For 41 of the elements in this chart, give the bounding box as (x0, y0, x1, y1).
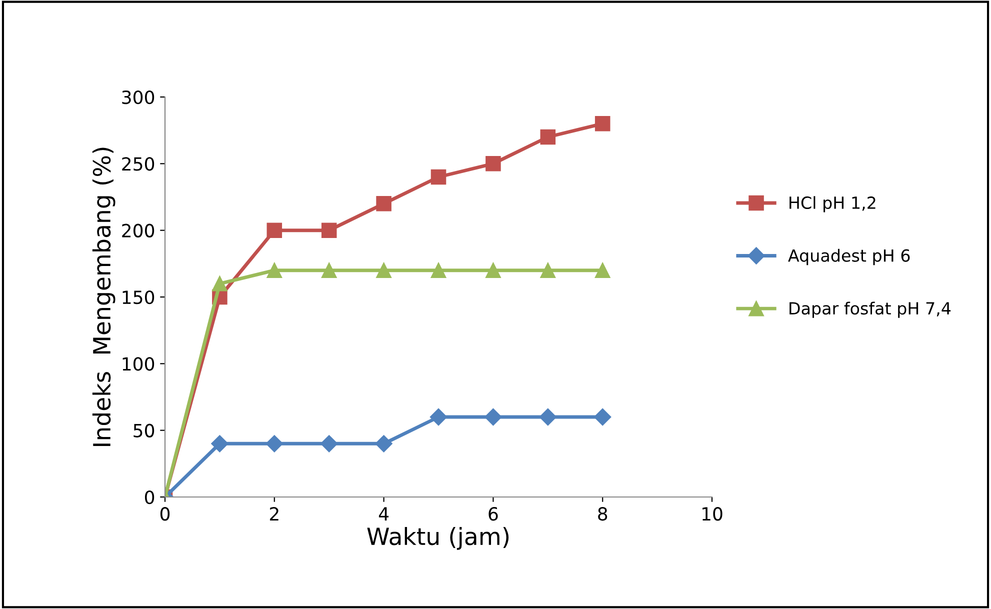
point (486, 262, 501, 278)
point (594, 262, 610, 278)
point (212, 276, 228, 292)
x-axis-title: Waktu (jam) (367, 526, 509, 550)
point (430, 169, 446, 185)
y-tick-label: 250 (122, 157, 154, 171)
legend-label: Dapar fosfat pH 7,4 (790, 302, 951, 318)
y-tick-label: 50 (134, 424, 154, 438)
point (266, 262, 282, 278)
y-tick-label: 150 (122, 290, 154, 304)
point (321, 222, 337, 238)
point (430, 408, 448, 426)
x-tick-label: 2 (270, 507, 278, 520)
point (321, 262, 337, 278)
point (266, 435, 283, 452)
point (375, 435, 392, 452)
point (320, 435, 338, 452)
point (430, 262, 446, 278)
x-tick-label: 8 (598, 507, 608, 521)
y-tick-label: 200 (122, 224, 154, 238)
point (376, 196, 392, 212)
point (376, 262, 392, 278)
point (540, 262, 556, 278)
point (594, 408, 612, 426)
point (540, 129, 556, 145)
point (539, 408, 556, 426)
legend-label: HCl pH 1,2 (790, 196, 876, 212)
x-tick-label: 4 (378, 507, 389, 520)
x-tick-label: 6 (488, 507, 498, 521)
x-tick-label: 0 (160, 507, 170, 521)
point (594, 116, 610, 132)
legend-label: Aquadest pH 6 (788, 248, 910, 266)
point (211, 435, 228, 452)
y-axis-title: Indeks Mengembang (%) (92, 148, 116, 446)
point (484, 408, 502, 426)
point (486, 156, 501, 172)
y-tick-label: 100 (122, 357, 154, 371)
y-tick-label: 0 (144, 490, 154, 504)
y-tick-label: 300 (122, 90, 154, 104)
x-tick-label: 10 (702, 507, 722, 521)
point (266, 222, 282, 238)
